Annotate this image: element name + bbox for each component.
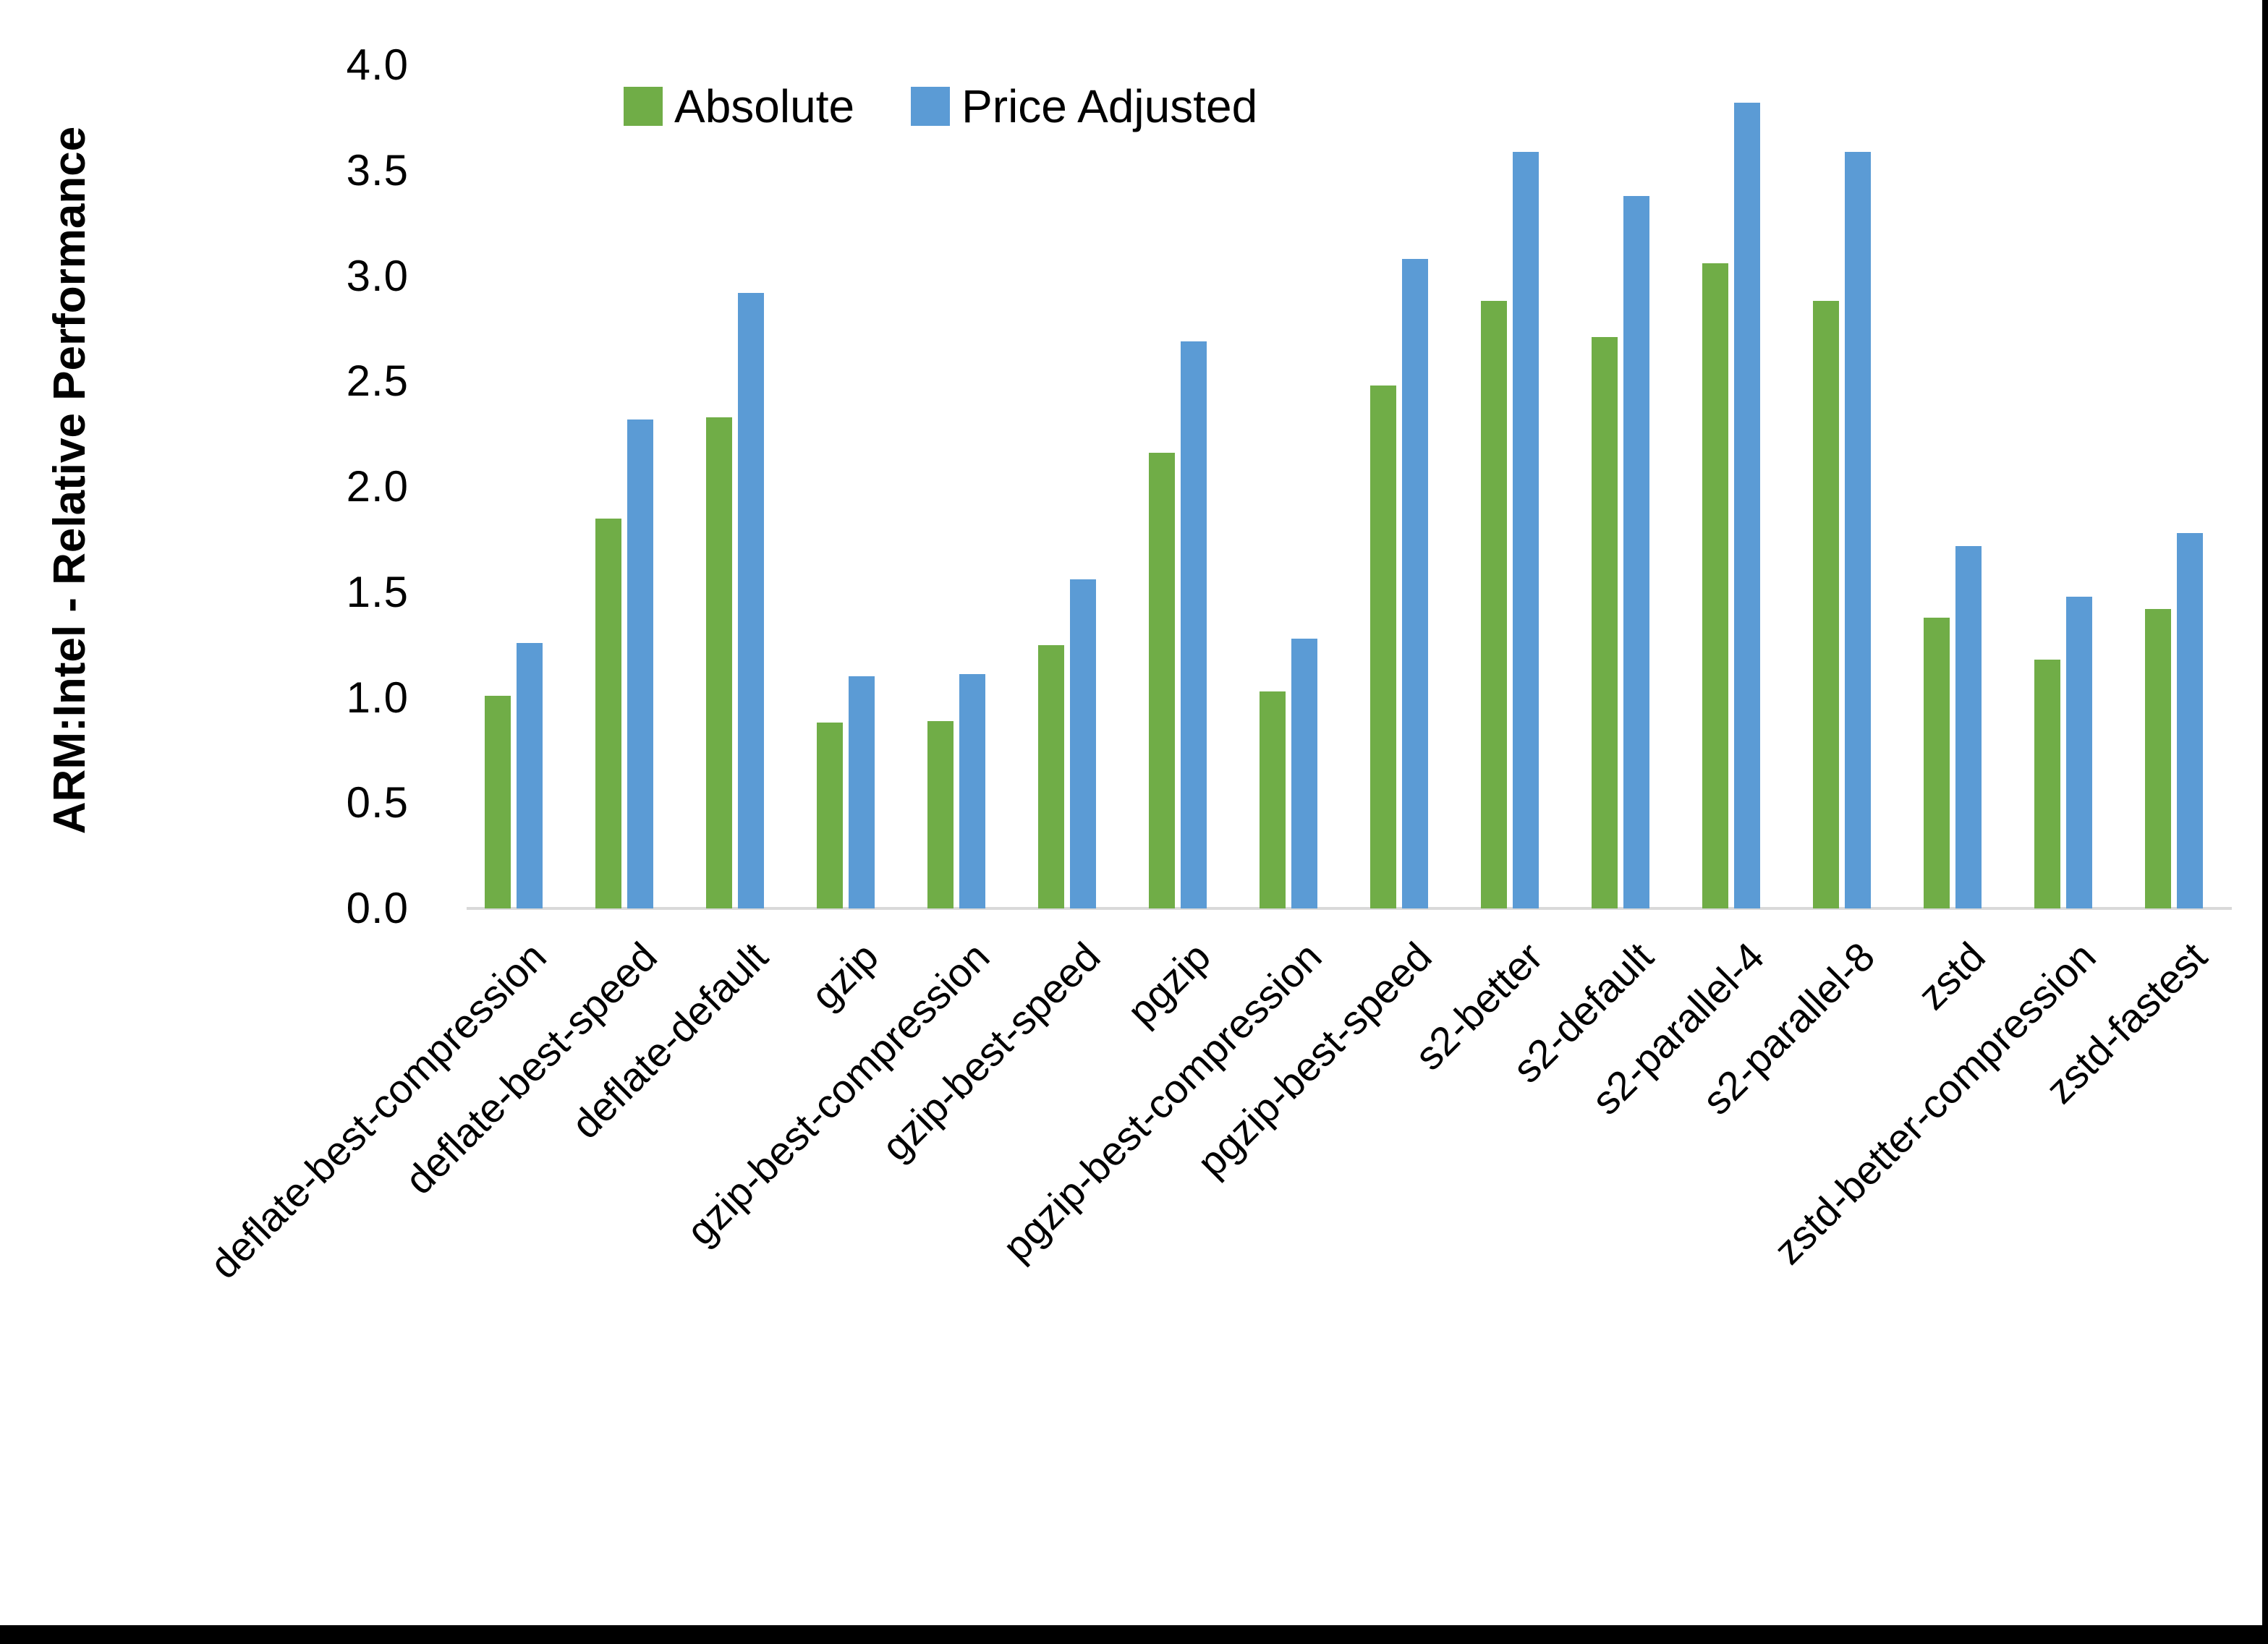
y-tick-label: 4.0 xyxy=(346,41,409,89)
legend-item-absolute: Absolute xyxy=(624,80,854,133)
legend-item-price-adjusted: Price Adjusted xyxy=(911,80,1257,133)
bar-price-adjusted-gzip-best-speed xyxy=(1070,579,1096,908)
legend-swatch-icon xyxy=(911,87,951,126)
x-tick-label-deflate-default: deflate-default xyxy=(562,933,777,1148)
bar-price-adjusted-zstd-better-compression xyxy=(2066,596,2092,908)
bar-absolute-gzip xyxy=(817,723,843,908)
bar-absolute-s2-better xyxy=(1481,301,1507,908)
y-tick-label: 2.0 xyxy=(346,462,409,511)
bar-price-adjusted-zstd-fastest xyxy=(2177,533,2203,908)
y-tick-label: 2.5 xyxy=(346,357,409,406)
bar-absolute-s2-parallel-4 xyxy=(1702,263,1728,908)
legend-label: Price Adjusted xyxy=(961,80,1258,132)
y-tick-label: 1.5 xyxy=(346,567,409,616)
legend: Absolute Price Adjusted xyxy=(624,80,1257,133)
x-tick-label-gzip: gzip xyxy=(802,933,888,1018)
bar-price-adjusted-pgzip-best-compression xyxy=(1291,638,1317,908)
screenshot-right-border xyxy=(2262,0,2268,1644)
x-tick-label-pgzip: pgzip xyxy=(1118,933,1220,1034)
bar-absolute-zstd xyxy=(1924,617,1950,908)
bar-price-adjusted-pgzip xyxy=(1181,341,1207,908)
x-axis-line xyxy=(467,907,2232,910)
bar-price-adjusted-deflate-default xyxy=(738,292,764,908)
y-tick-label: 3.0 xyxy=(346,251,409,300)
bar-absolute-zstd-fastest xyxy=(2145,609,2171,908)
bar-price-adjusted-zstd xyxy=(1955,545,1982,908)
bar-price-adjusted-s2-better xyxy=(1513,151,1539,908)
bar-absolute-s2-default xyxy=(1592,337,1618,908)
bar-price-adjusted-s2-parallel-4 xyxy=(1734,103,1760,908)
legend-label: Absolute xyxy=(674,80,855,132)
bar-absolute-zstd-better-compression xyxy=(2034,660,2060,908)
bar-price-adjusted-deflate-best-compression xyxy=(517,642,543,908)
bar-absolute-deflate-best-compression xyxy=(485,695,511,908)
bar-price-adjusted-s2-default xyxy=(1623,195,1649,908)
bar-absolute-pgzip-best-speed xyxy=(1370,386,1396,908)
bar-price-adjusted-deflate-best-speed xyxy=(627,419,653,908)
y-axis-title: ARM:Intel - Relative Performance xyxy=(45,126,95,835)
legend-swatch-icon xyxy=(624,87,663,126)
x-tick-label-zstd: zstd xyxy=(1908,933,1995,1018)
bar-price-adjusted-gzip xyxy=(849,676,875,908)
bar-absolute-gzip-best-speed xyxy=(1038,644,1064,908)
bar-price-adjusted-gzip-best-compression xyxy=(959,674,985,908)
bar-absolute-deflate-default xyxy=(706,417,732,908)
bar-absolute-gzip-best-compression xyxy=(927,720,954,908)
y-tick-label: 0.0 xyxy=(346,884,409,932)
bar-absolute-deflate-best-speed xyxy=(595,518,621,908)
y-tick-label: 3.5 xyxy=(346,145,409,195)
screenshot-bottom-border xyxy=(0,1625,2268,1644)
bar-absolute-pgzip xyxy=(1149,453,1175,908)
y-tick-label: 1.0 xyxy=(346,673,409,722)
bar-price-adjusted-s2-parallel-8 xyxy=(1845,151,1871,908)
bar-price-adjusted-pgzip-best-speed xyxy=(1402,259,1428,908)
bar-absolute-pgzip-best-compression xyxy=(1260,691,1286,908)
y-tick-label: 0.5 xyxy=(346,778,409,827)
bar-absolute-s2-parallel-8 xyxy=(1813,301,1839,908)
